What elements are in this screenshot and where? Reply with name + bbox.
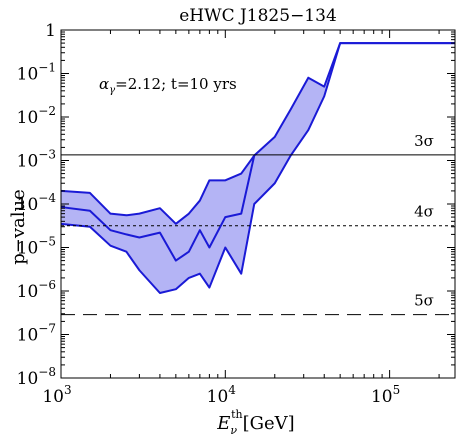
band-lower-line xyxy=(60,42,455,294)
parameter-annotation: αγ=2.12; t=10 yrs xyxy=(99,75,237,96)
y-tick-label: 1 xyxy=(45,21,56,41)
y-tick-label: 10−2 xyxy=(17,104,56,128)
axis-tick-labels: 103 104 105 1 10−1 10−2 10−3 10−4 10−5 10−6 10−7 10… xyxy=(17,21,401,407)
reference-line-label: 5σ xyxy=(414,292,434,310)
y-tick-label: 10−5 xyxy=(17,235,56,259)
y-tick-label: 10−4 xyxy=(17,191,57,215)
x-tick-label: 105 xyxy=(371,383,400,407)
y-axis-label: p−value xyxy=(8,189,29,265)
reference-lines: 3σ 4σ 5σ xyxy=(61,132,455,316)
x-axis-label: Eνth[GeV] xyxy=(216,408,294,437)
x-tick-label: 104 xyxy=(207,383,237,407)
band-middle-line xyxy=(60,155,256,262)
y-tick-label: 10−3 xyxy=(17,148,56,172)
band-upper-line xyxy=(60,42,455,225)
reference-line-label: 4σ xyxy=(414,203,434,221)
chart-title: eHWC J1825−134 xyxy=(179,6,337,26)
y-tick-label: 10−6 xyxy=(17,278,56,302)
axis-ticks xyxy=(60,29,455,379)
y-tick-label: 10−8 xyxy=(17,365,56,389)
band-fill xyxy=(61,43,455,293)
band-layer xyxy=(60,42,455,294)
y-tick-label: 10−1 xyxy=(17,61,56,85)
y-tick-label: 10−7 xyxy=(17,322,56,346)
reference-line-label: 3σ xyxy=(414,132,434,150)
x-tick-label: 103 xyxy=(42,383,71,407)
